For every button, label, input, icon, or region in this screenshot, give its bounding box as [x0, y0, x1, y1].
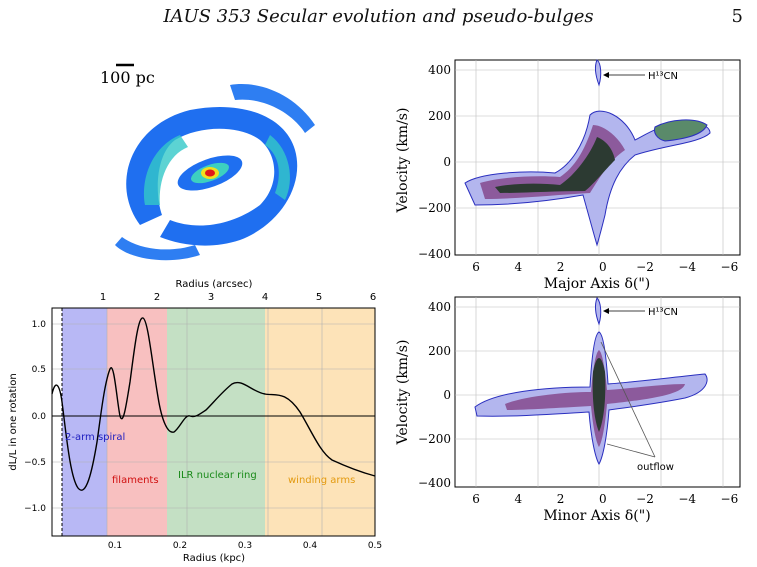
x-tick-0.1: 0.1 [108, 541, 122, 551]
pv-major-y-neg200: −200 [418, 201, 451, 215]
pv-major-x-neg4: −4 [678, 260, 696, 274]
pv-minor-y-200: 200 [428, 344, 451, 358]
pv-minor-x-label: Minor Axis δ(") [543, 508, 650, 524]
pv-minor-y-neg400: −400 [418, 476, 451, 490]
region-ilr-nuclear-ring [167, 308, 265, 536]
pv-major-contour-right [654, 119, 708, 142]
pv-major-contour-inner [495, 137, 615, 193]
pv-major-x-neg2: −2 [636, 260, 654, 274]
pv-major-plot: H¹³CN 400 200 0 −200 −400 6 4 2 0 −2 −4 … [395, 59, 741, 292]
pv-major-y-label: Velocity (km/s) [395, 108, 411, 214]
pv-minor-y-400: 400 [428, 300, 451, 314]
top-axis-ticks: 1 2 3 4 5 6 [100, 292, 376, 303]
pv-minor-x-6: 6 [472, 492, 480, 506]
pv-minor-y-label: Velocity (km/s) [395, 340, 411, 446]
x-tick-0.2: 0.2 [173, 541, 187, 551]
rotation-plot-frame [51, 307, 376, 537]
galaxy-map: 100 pc [100, 63, 315, 261]
region-label-filaments: filaments [112, 475, 159, 486]
pv-major-y-0: 0 [443, 155, 451, 169]
outflow-line-2 [606, 443, 656, 458]
rotation-y-axis-label: dL/L in one rotation [8, 373, 19, 470]
pv-major-y-neg400: −400 [418, 247, 451, 261]
y-tick-1.0: 1.0 [32, 320, 47, 330]
pv-minor-x-0: 0 [599, 492, 607, 506]
page-number: 5 [731, 6, 743, 27]
top-tick-5: 5 [316, 292, 322, 303]
pv-major-x-neg6: −6 [721, 260, 739, 274]
pv-minor-arrow-head [603, 308, 609, 314]
region-winding-arms [265, 308, 375, 536]
rotation-plot: Radius (arcsec) 1 2 3 4 5 6 2-arm spiral… [8, 279, 382, 564]
top-tick-4: 4 [262, 292, 268, 303]
top-tick-3: 3 [208, 292, 214, 303]
pv-major-y-400: 400 [428, 63, 451, 77]
pv-minor-x-2: 2 [557, 492, 565, 506]
pv-major-x-2: 2 [557, 260, 565, 274]
rotation-x-axis-label: Radius (kpc) [183, 553, 245, 564]
top-tick-1: 1 [100, 292, 106, 303]
pv-major-arrow-head [603, 72, 609, 78]
y-tick-neg1.0: −1.0 [24, 504, 46, 514]
pv-minor-y-ticks: 400 200 0 −200 −400 [418, 300, 451, 490]
rotation-y-ticks: 1.0 0.5 0.0 −0.5 −1.0 [24, 320, 46, 514]
nucleus-red [205, 169, 215, 177]
y-tick-neg0.5: −0.5 [24, 458, 46, 468]
pv-minor-y-neg200: −200 [418, 432, 451, 446]
dL-L-curve [51, 317, 376, 491]
pv-major-x-label: Major Axis δ(") [544, 276, 651, 292]
top-tick-6: 6 [370, 292, 376, 303]
pv-major-annotation: H¹³CN [648, 71, 678, 82]
pv-major-y-200: 200 [428, 109, 451, 123]
pv-major-x-4: 4 [514, 260, 522, 274]
page-header-title: IAUS 353 Secular evolution and pseudo-bu… [163, 6, 594, 27]
pv-minor-y-0: 0 [443, 388, 451, 402]
pv-minor-x-4: 4 [514, 492, 522, 506]
pv-minor-plot: H¹³CN outflow 400 200 0 −200 −400 6 4 2 … [395, 296, 741, 524]
scale-bar-label: 100 pc [100, 68, 155, 87]
region-filaments [107, 308, 167, 536]
region-label-2-arm-spiral: 2-arm spiral [65, 432, 125, 443]
top-axis-label: Radius (arcsec) [176, 279, 253, 290]
pv-major-x-0: 0 [599, 260, 607, 274]
x-tick-0.3: 0.3 [238, 541, 252, 551]
region-label-winding-arms: winding arms [288, 475, 355, 486]
y-tick-0.0: 0.0 [32, 412, 47, 422]
pv-minor-x-neg2: −2 [636, 492, 654, 506]
pv-minor-x-neg6: −6 [721, 492, 739, 506]
pv-minor-annotation: H¹³CN [648, 307, 678, 318]
pv-minor-x-neg4: −4 [678, 492, 696, 506]
pv-major-x-ticks: 6 4 2 0 −2 −4 −6 [472, 260, 738, 274]
rotation-x-ticks: 0.1 0.2 0.3 0.4 0.5 [108, 541, 382, 551]
outer-arm-highlight-2 [265, 135, 290, 200]
outer-arm-highlight [144, 135, 188, 205]
region-label-ilr-nuclear-ring: ILR nuclear ring [178, 470, 257, 481]
upper-diffuse-arm [230, 84, 315, 133]
x-tick-0.5: 0.5 [368, 541, 382, 551]
outflow-label: outflow [637, 462, 674, 473]
pv-minor-x-ticks: 6 4 2 0 −2 −4 −6 [472, 492, 738, 506]
top-tick-2: 2 [154, 292, 160, 303]
pv-minor-contour-inner [592, 358, 606, 432]
y-tick-0.5: 0.5 [32, 365, 46, 375]
x-tick-0.4: 0.4 [303, 541, 318, 551]
pv-major-y-ticks: 400 200 0 −200 −400 [418, 63, 451, 261]
outflow-line-1 [600, 341, 656, 458]
pv-minor-hcn-feature [595, 297, 602, 326]
lower-diffuse-arm [115, 237, 200, 261]
pv-major-x-6: 6 [472, 260, 480, 274]
pv-major-hcn-feature [595, 59, 602, 87]
